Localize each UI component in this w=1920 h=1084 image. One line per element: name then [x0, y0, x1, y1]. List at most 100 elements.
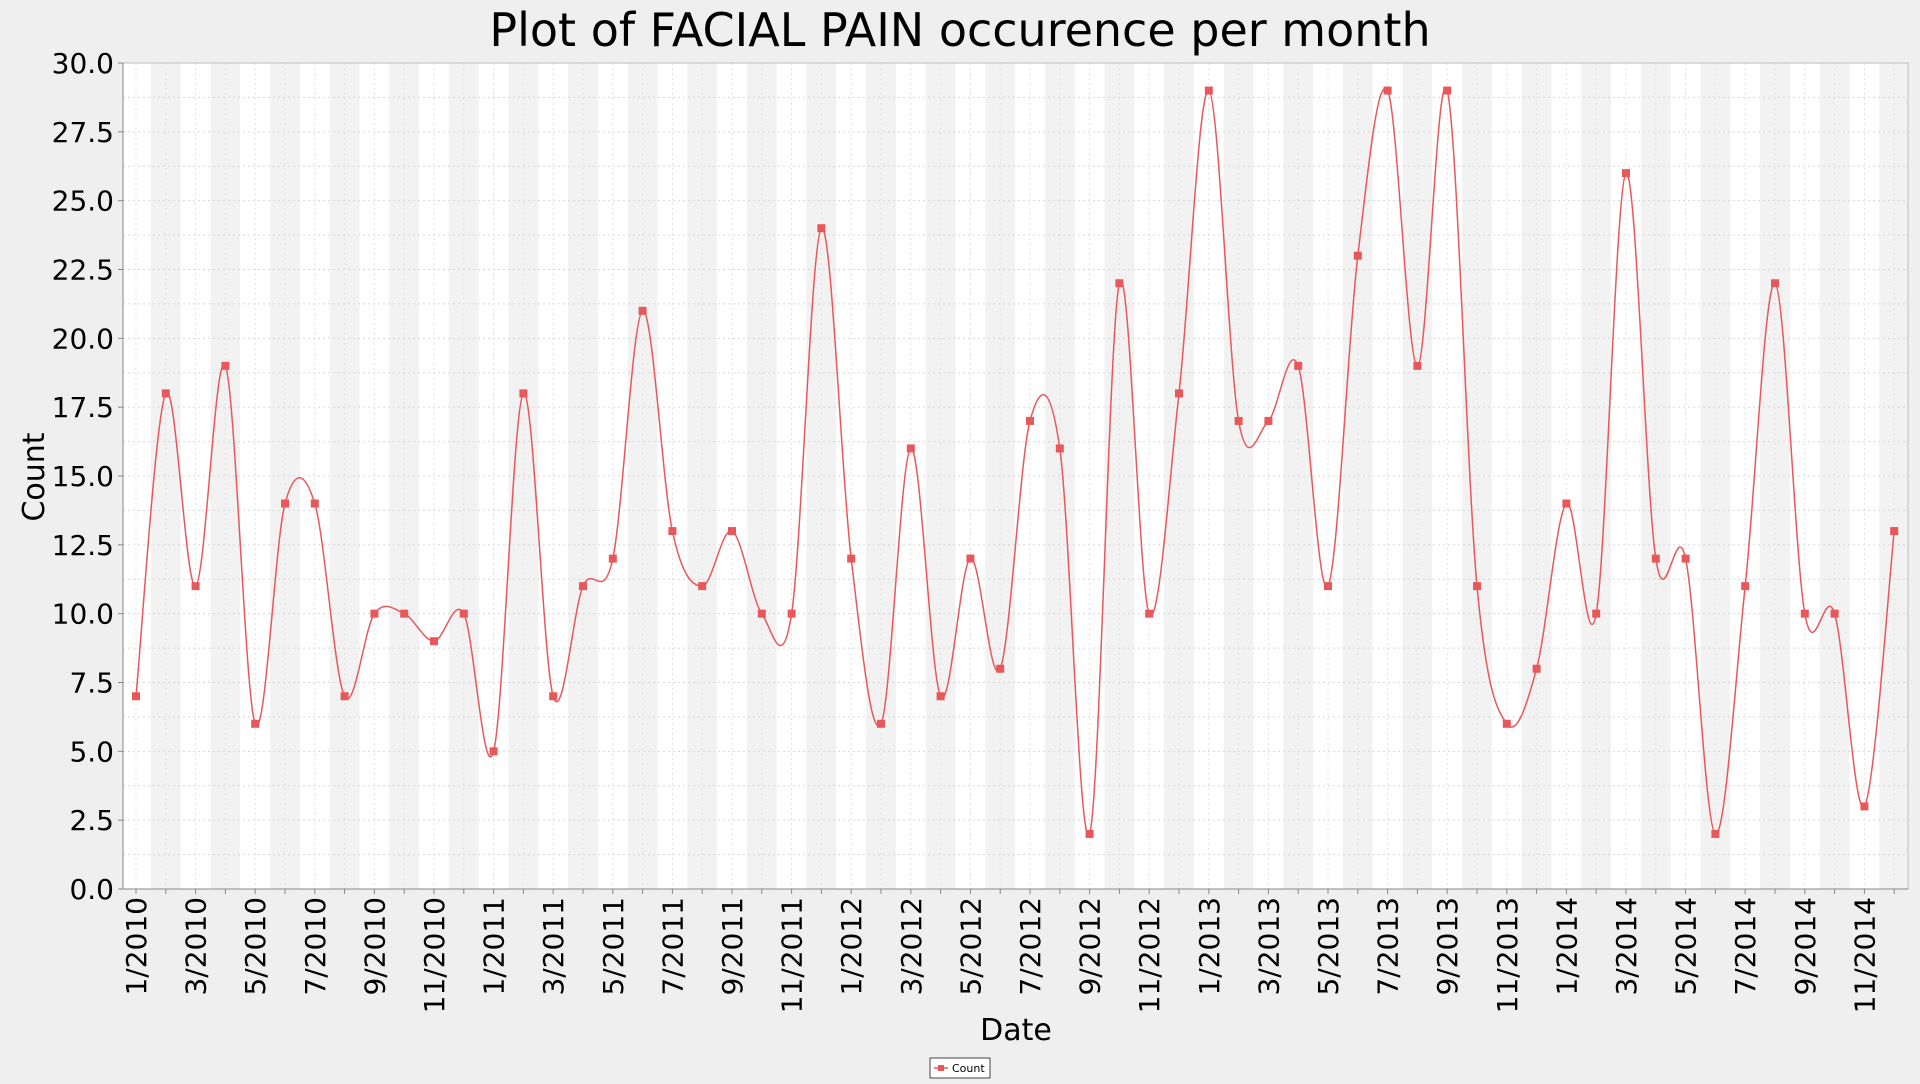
data-point: [340, 692, 349, 701]
data-point: [1324, 582, 1332, 591]
data-point: [1890, 527, 1899, 536]
x-tick-label: 1/2013: [1193, 897, 1226, 996]
x-tick-label: 9/2010: [358, 897, 391, 996]
y-tick-label: 17.5: [52, 391, 114, 424]
x-tick-label: 7/2012: [1014, 897, 1047, 996]
y-tick-labels: 0.0 2.5 5.0 7.5 10.0 12.5 15.0 17.5 20.0 22.5 25.0…: [52, 47, 123, 906]
x-tick-label: 9/2011: [716, 897, 749, 996]
data-point: [728, 527, 736, 536]
data-point: [1443, 86, 1452, 95]
data-point: [1800, 609, 1809, 618]
month-band: [1700, 63, 1731, 889]
x-tick-label: 1/2014: [1550, 897, 1583, 996]
data-point: [906, 444, 915, 453]
data-point: [1264, 416, 1273, 425]
data-point: [608, 554, 617, 563]
data-point: [1413, 361, 1422, 370]
data-point: [400, 609, 409, 618]
data-point: [1681, 554, 1690, 563]
data-point: [549, 692, 558, 701]
data-point: [668, 527, 677, 536]
x-tick-label: 5/2010: [239, 897, 272, 996]
x-tick-label: 7/2013: [1372, 897, 1405, 996]
data-point: [817, 224, 826, 233]
x-tick-label: 3/2012: [895, 897, 928, 996]
data-point: [698, 582, 707, 591]
data-point: [519, 389, 528, 398]
x-tick-label: 11/2012: [1133, 897, 1166, 1013]
x-tick-label: 9/2013: [1431, 897, 1464, 996]
month-band: [687, 63, 718, 889]
data-point: [787, 609, 796, 618]
x-tick-label: 1/2011: [478, 897, 511, 996]
x-tick-label: 3/2014: [1610, 897, 1643, 996]
legend-marker: [938, 1065, 944, 1071]
x-tick-labels: 1/2010 3/2010 5/2010 7/2010 9/2010 11/2010 1/2…: [120, 889, 1895, 1013]
data-point: [1592, 609, 1601, 618]
y-tick-label: 25.0: [52, 185, 114, 218]
data-point: [757, 609, 766, 618]
data-point: [579, 582, 587, 591]
x-tick-label: 1/2012: [835, 897, 868, 996]
x-tick-label: 7/2014: [1729, 897, 1762, 996]
month-band: [627, 63, 658, 889]
data-point: [996, 664, 1005, 673]
data-point: [966, 554, 975, 563]
x-tick-label: 3/2013: [1252, 897, 1285, 996]
data-point: [161, 389, 170, 398]
data-point: [1622, 169, 1630, 178]
data-point: [132, 692, 140, 701]
legend-box: [929, 1057, 991, 1079]
month-band: [806, 63, 837, 889]
data-point: [1204, 86, 1213, 95]
legend-label: Count: [952, 1062, 985, 1075]
month-bands: [123, 63, 1908, 889]
data-point: [1383, 86, 1392, 95]
data-point: [221, 361, 230, 370]
data-point: [847, 554, 856, 563]
x-tick-label: 11/2010: [418, 897, 451, 1013]
y-tick-label: 27.5: [52, 116, 114, 149]
legend: Count: [929, 1057, 991, 1079]
month-band: [746, 63, 777, 889]
month-band: [985, 63, 1016, 889]
data-series: [132, 86, 1899, 838]
data-point: [430, 637, 438, 646]
data-point: [459, 609, 468, 618]
data-point: [1771, 279, 1779, 288]
y-tick-label: 2.5: [69, 804, 114, 837]
data-point: [370, 609, 379, 618]
data-point: [191, 582, 200, 591]
data-point: [1860, 802, 1869, 811]
x-tick-label: 3/2010: [180, 897, 213, 996]
data-point: [1175, 389, 1183, 398]
data-point: [1473, 582, 1481, 591]
y-tick-label: 7.5: [69, 667, 114, 700]
data-point: [1085, 829, 1094, 838]
data-point: [1234, 416, 1243, 425]
data-point: [1711, 829, 1720, 838]
x-tick-label: 9/2014: [1789, 897, 1822, 996]
y-tick-label: 10.0: [52, 598, 114, 631]
x-tick-label: 5/2012: [954, 897, 987, 996]
month-band: [210, 63, 241, 889]
y-tick-label: 12.5: [52, 529, 114, 562]
data-point: [638, 306, 647, 315]
y-tick-label: 15.0: [52, 460, 114, 493]
data-point: [1115, 279, 1124, 288]
x-tick-label: 11/2014: [1848, 897, 1881, 1013]
month-band: [1640, 63, 1671, 889]
x-tick-label: 11/2013: [1491, 897, 1524, 1013]
data-point: [1026, 416, 1034, 425]
data-point: [1532, 664, 1541, 673]
data-point: [1055, 444, 1064, 453]
x-axis-label: Date: [980, 1013, 1052, 1048]
data-point: [1562, 499, 1571, 508]
data-point: [251, 719, 260, 728]
x-tick-label: 7/2011: [656, 897, 689, 996]
y-tick-label: 30.0: [52, 47, 114, 80]
y-tick-label: 20.0: [52, 322, 114, 355]
data-point: [1145, 609, 1154, 618]
data-point: [489, 747, 498, 756]
